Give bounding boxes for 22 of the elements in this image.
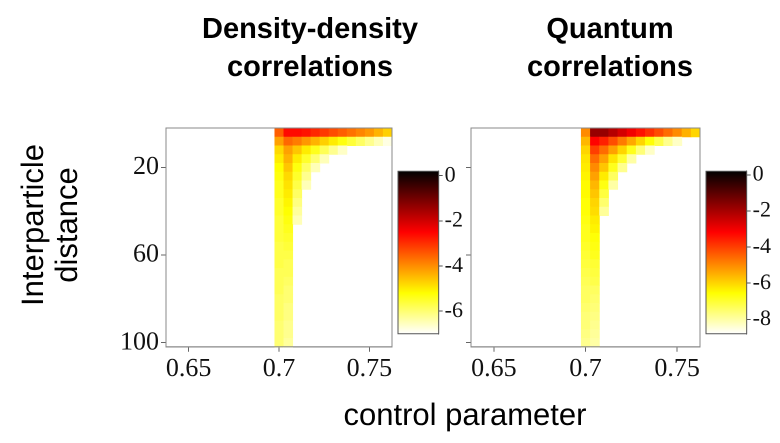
color-bar-label: -2 — [752, 196, 771, 222]
chart-title: Quantum correlations — [526, 12, 694, 85]
x-tick-label: 0.65 — [471, 353, 517, 382]
x-axis-title: control parameter — [342, 397, 588, 433]
y-tick-label: 100 — [120, 326, 159, 356]
x-tick-label: 0.7 — [569, 353, 602, 382]
y-tick-label: 20 — [133, 151, 159, 180]
color-bar-label: -4 — [752, 232, 771, 258]
y-tick-label: 60 — [133, 238, 159, 268]
x-tick-label: 0.65 — [166, 353, 212, 382]
color-bar-label: 0 — [444, 162, 456, 186]
color-bar-label: 0 — [752, 160, 764, 186]
color-bar-label: -6 — [752, 268, 771, 294]
y-axis-title: Interparticle distance — [15, 143, 84, 308]
color-bar-label: -4 — [444, 252, 463, 277]
x-tick-label: 0.75 — [346, 353, 392, 382]
color-bar-label: -2 — [444, 206, 463, 232]
color-bar-label: -6 — [444, 297, 463, 322]
x-tick-label: 0.7 — [262, 353, 296, 382]
x-tick-label: 0.75 — [654, 353, 700, 382]
chart-title: Density-density correlations — [201, 12, 419, 85]
color-bar-label: -8 — [752, 305, 771, 330]
